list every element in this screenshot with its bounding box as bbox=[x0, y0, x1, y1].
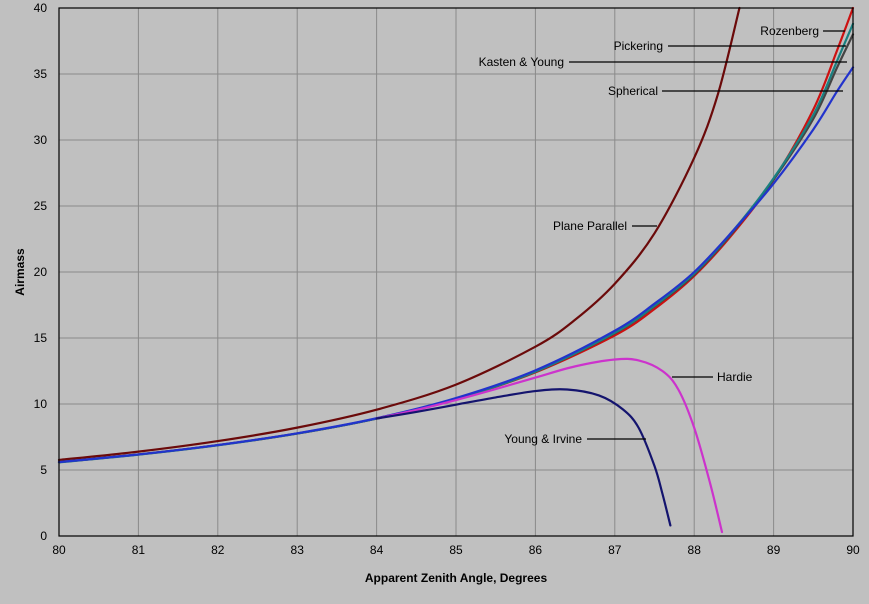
x-tick-label: 87 bbox=[608, 543, 622, 557]
x-tick-label: 89 bbox=[767, 543, 781, 557]
x-tick-label: 81 bbox=[132, 543, 146, 557]
y-tick-label: 10 bbox=[34, 397, 48, 411]
annotation-label-pickering: Pickering bbox=[614, 39, 663, 53]
x-tick-label: 88 bbox=[688, 543, 702, 557]
x-tick-label: 80 bbox=[52, 543, 66, 557]
y-axis-title: Airmass bbox=[13, 248, 27, 296]
y-tick-label: 0 bbox=[40, 529, 47, 543]
x-tick-label: 86 bbox=[529, 543, 543, 557]
x-axis-title: Apparent Zenith Angle, Degrees bbox=[365, 571, 548, 585]
annotation-label-rozenberg: Rozenberg bbox=[760, 24, 819, 38]
y-tick-label: 15 bbox=[34, 331, 48, 345]
series-line-spherical bbox=[57, 66, 855, 464]
tick-labels: 80 81 82 83 84 85 86 87 88 89 90 0 5 10 15 20 25 30 35 40 bbox=[34, 1, 860, 557]
annotation-label-hardie: Hardie bbox=[717, 370, 753, 384]
series-line-hardie bbox=[375, 357, 724, 534]
x-tick-label: 90 bbox=[846, 543, 860, 557]
plot-frame bbox=[58, 7, 854, 537]
y-tick-label: 20 bbox=[34, 265, 48, 279]
annotation-label-spherical: Spherical bbox=[608, 84, 658, 98]
x-tick-label: 83 bbox=[291, 543, 305, 557]
annotation-label-young-irvine: Young & Irvine bbox=[504, 432, 582, 446]
series-line-plane-parallel bbox=[57, 6, 741, 462]
axes bbox=[58, 7, 854, 537]
y-tick-label: 35 bbox=[34, 67, 48, 81]
series-lines bbox=[57, 6, 855, 534]
annotation-label-plane-parallel: Plane Parallel bbox=[553, 219, 627, 233]
annotations: Rozenberg Pickering Kasten & Young Spherica… bbox=[479, 24, 847, 446]
x-tick-label: 82 bbox=[211, 543, 225, 557]
annotation-label-kasten-young: Kasten & Young bbox=[479, 55, 564, 69]
y-tick-label: 25 bbox=[34, 199, 48, 213]
x-tick-label: 85 bbox=[449, 543, 463, 557]
y-tick-label: 5 bbox=[40, 463, 47, 477]
series-line-young-irvine bbox=[375, 388, 672, 527]
grid bbox=[58, 7, 854, 537]
x-tick-label: 84 bbox=[370, 543, 384, 557]
y-tick-label: 30 bbox=[34, 133, 48, 147]
y-tick-label: 40 bbox=[34, 1, 48, 15]
